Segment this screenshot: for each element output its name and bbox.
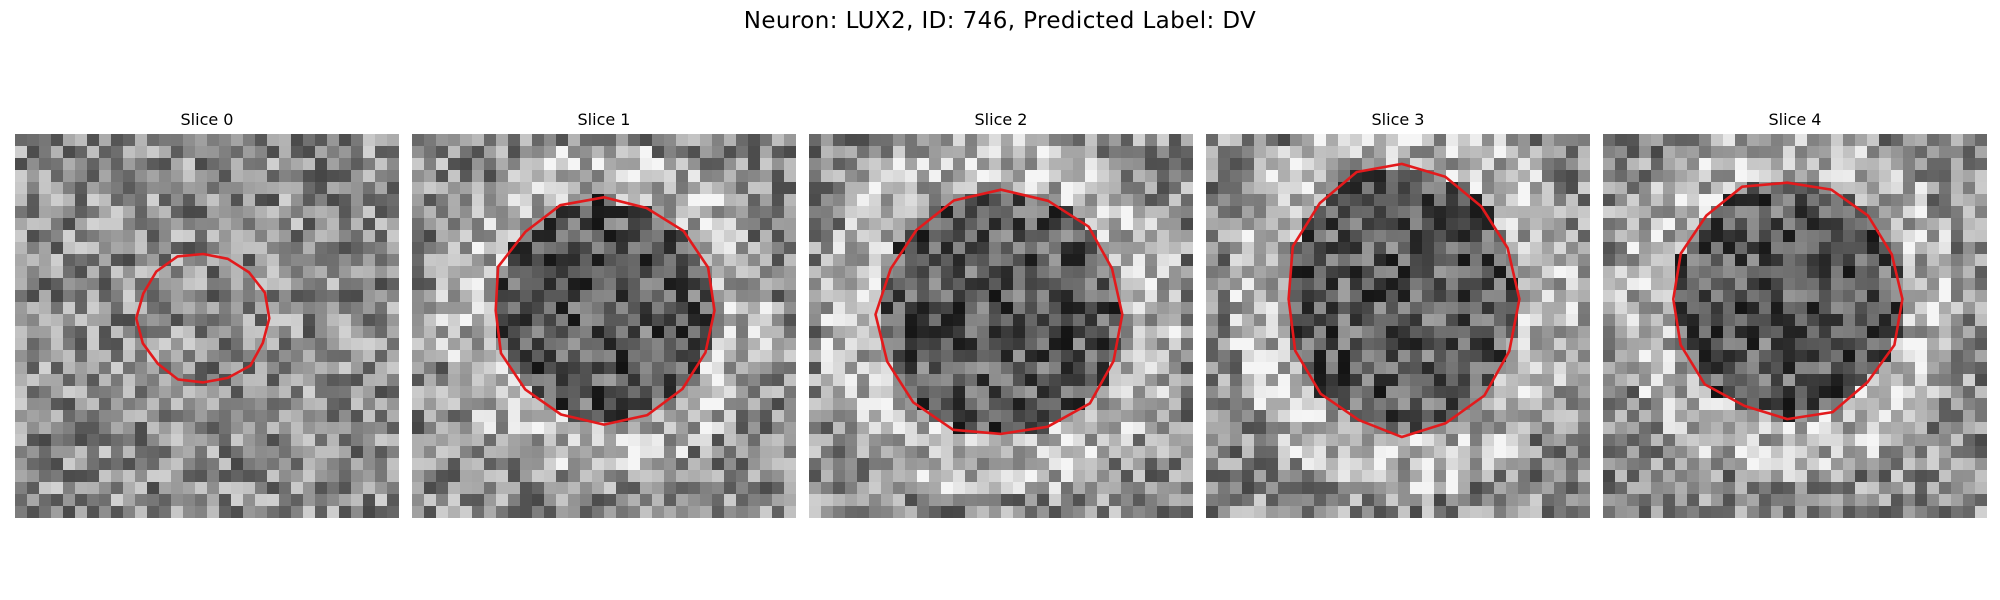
figure-title: Neuron: LUX2, ID: 746, Predicted Label: … [743,8,1257,34]
slice-image [15,134,399,518]
roi-contour [874,188,1124,436]
slice-panel-4: Slice 4 [1603,108,1987,518]
roi-contour [134,252,271,384]
slice-title: Slice 4 [1768,110,1822,129]
slice-image [809,134,1193,518]
slice-panel-3: Slice 3 [1206,108,1590,518]
slice-title: Slice 1 [577,110,631,129]
slice-image [1603,134,1987,518]
slice-title: Slice 3 [1371,110,1425,129]
roi-contour [1287,162,1521,439]
slice-panel-2: Slice 2 [809,108,1193,518]
roi-contour [1672,181,1904,421]
roi-contour [494,195,716,426]
slice-panel-1: Slice 1 [412,108,796,518]
slice-title: Slice 2 [974,110,1028,129]
slice-image [1206,134,1590,518]
slice-image [412,134,796,518]
slice-title: Slice 0 [180,110,234,129]
slice-panel-0: Slice 0 [15,108,399,518]
